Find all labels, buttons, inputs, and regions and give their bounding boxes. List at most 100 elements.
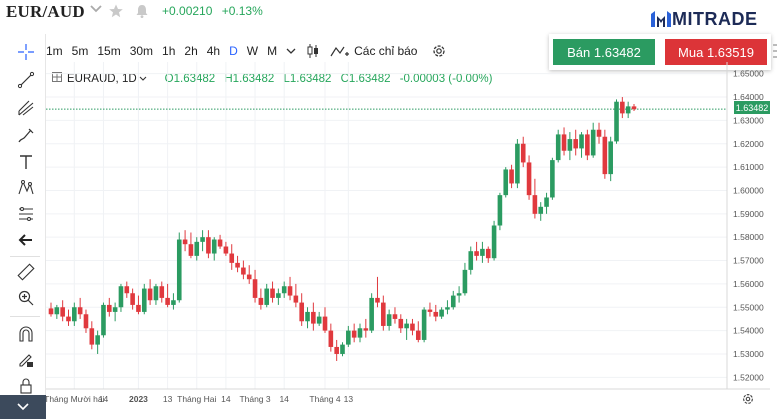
candle-body [485,248,491,259]
candle-body [124,286,130,294]
tf-m[interactable]: M [267,44,278,58]
candle-body [66,316,71,322]
candle-body [392,314,398,319]
gear-icon[interactable] [741,392,755,411]
candle-body [375,297,380,303]
trendline-icon[interactable] [16,70,36,90]
indicators-icon [330,46,350,57]
candle-body [445,307,450,310]
sell-button[interactable]: Bán 1.63482 [553,39,655,65]
candle-body [357,328,363,338]
chart-legend: EURAUD, 1D O1.63482 H1.63482 L1.63482 C1… [52,72,498,85]
zoom-icon[interactable] [16,288,36,308]
candles-icon[interactable] [306,43,320,59]
tf-d[interactable]: D [229,44,238,58]
candle-body [328,330,334,347]
candle-body [311,311,316,324]
legend-high: H1.63482 [224,72,275,85]
candle-body [386,314,392,326]
tf-w[interactable]: W [246,44,259,58]
change-absolute: +0.00210 [162,4,213,18]
candle-body [544,197,549,207]
candle-body [171,300,176,305]
candle-body [561,134,567,151]
arrow-left-icon[interactable] [16,230,36,250]
chevron-down-icon[interactable] [90,4,102,17]
candle-body [363,328,369,331]
tf-1h[interactable]: 1h [162,44,176,58]
lock-icon[interactable] [16,376,36,396]
star-icon[interactable] [108,3,124,19]
candle-body [281,286,287,294]
x-tick-label: 13 [344,394,354,404]
candle-body [491,225,497,259]
chevron-down-icon[interactable] [0,395,46,419]
candle-body [538,206,544,214]
candle-body [346,330,351,345]
tf-2h[interactable]: 2h [184,44,198,58]
pair-title[interactable]: EUR/AUD [6,2,85,21]
chart-toolbar: 1m 5m 15m 30m 1h 2h 4h D W M Các chỉ báo [46,40,457,62]
pattern-icon[interactable] [16,178,36,198]
x-tick-label: Tháng Mười hai [46,394,105,404]
candle-body [334,346,339,354]
indicators-button[interactable]: Các chỉ báo [330,44,417,58]
candle-body [614,101,619,142]
candle-body [620,101,625,114]
candle-body [48,308,54,315]
candle-body [276,293,281,298]
candle-body [223,246,229,254]
candle-body [415,330,421,340]
y-tick-label: 1.56000 [733,279,764,289]
tf-15m[interactable]: 15m [97,44,121,58]
candle-body [590,129,596,156]
tf-4h[interactable]: 4h [206,44,221,58]
candle-body [153,286,159,301]
tf-1m[interactable]: 1m [46,44,63,58]
layout-icon[interactable] [52,72,62,85]
tf-30m[interactable]: 30m [129,44,154,58]
y-tick-label: 1.62000 [733,139,764,149]
chevron-down-icon[interactable] [139,73,147,85]
x-tick-label: Tháng 3 [239,394,270,404]
pitchfork-icon[interactable] [16,98,36,118]
x-tick-label: 14 [99,394,109,404]
candle-body [340,344,345,354]
legend-symbol[interactable]: EURAUD, 1D [67,72,137,85]
candle-body [503,169,509,196]
candle-body [241,267,246,275]
chevron-down-icon[interactable] [286,47,296,55]
pencil-lock-icon[interactable] [16,350,36,370]
crosshair-icon[interactable] [16,42,36,62]
candle-body [433,311,439,317]
buy-button[interactable]: Mua 1.63519 [665,39,767,65]
magnet-icon[interactable] [16,324,36,344]
candle-body [258,297,264,305]
candle-body [322,316,328,331]
candle-body [532,195,538,214]
bell-icon[interactable] [134,3,150,19]
logo-text: MITRADE [672,8,758,29]
candle-body [136,304,141,312]
candle-body [176,239,182,301]
text-icon[interactable] [16,152,36,172]
brush-icon[interactable] [16,126,36,146]
x-tick-label: 13 [163,394,173,404]
brand-logo: MITRADE [650,8,758,30]
ruler-icon[interactable] [16,262,36,282]
candle-body [585,134,590,156]
change-percent: +0.13% [221,4,263,18]
candle-body [235,262,240,268]
logo-mark-icon [651,11,671,27]
candle-body [264,288,270,305]
panel-dots-icon[interactable] [770,40,780,70]
gear-icon[interactable] [431,43,447,59]
candlestick-chart[interactable]: 1.65000 1.64000 1.63000 1.62000 1.61000 1.600… [46,62,770,419]
candle-body [421,309,427,340]
tf-5m[interactable]: 5m [71,44,89,58]
candle-body [83,314,89,329]
y-tick-label: 1.65000 [733,69,764,79]
candle-body [573,139,578,149]
fib-icon[interactable] [16,204,36,224]
candle-body [625,106,631,114]
